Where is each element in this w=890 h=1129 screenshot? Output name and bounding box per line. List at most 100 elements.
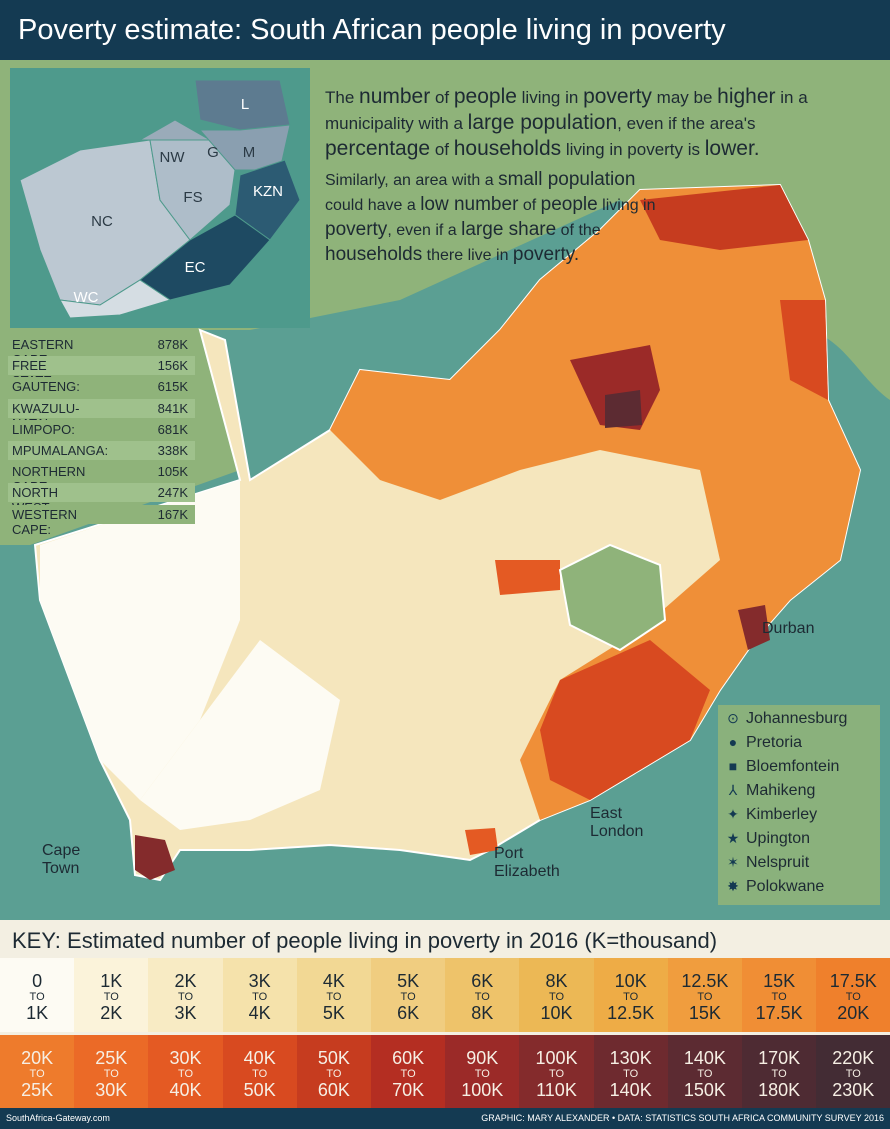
map-region (605, 390, 642, 428)
key-to-word: TO (548, 1068, 565, 1080)
footer-source: SouthAfrica-Gateway.com (6, 1113, 110, 1123)
province-row-bg (8, 335, 195, 354)
city-label: Cape Town (42, 842, 81, 877)
province-value: 167K (157, 506, 188, 522)
inset-province (59, 279, 172, 319)
key-from: 8K (545, 971, 568, 991)
emphasis: large population (467, 111, 618, 134)
province-row-bg (8, 356, 195, 376)
city-label: Durban (762, 620, 815, 637)
city-name: Upington (746, 830, 811, 847)
inset-label: WC (73, 289, 99, 306)
city-label: Port Elizabeth (494, 845, 560, 880)
intro-paragraph: The number of people living in poverty m… (325, 84, 855, 162)
inset-label: NC (91, 213, 113, 230)
key-to-word: TO (400, 991, 416, 1003)
key-bin: 30K TO 40K (148, 1035, 223, 1109)
text: , even if the area's (617, 114, 756, 133)
city-symbol: ⊙ (727, 710, 739, 726)
key-bin: 130K TO 140K (593, 1035, 668, 1109)
emphasis: poverty (583, 85, 652, 108)
key-to: 12.5K (607, 1003, 655, 1023)
emphasis: households (325, 244, 423, 265)
emphasis: higher (717, 85, 776, 108)
province-row-bg (8, 483, 195, 503)
key-from: 130K (609, 1048, 652, 1068)
key-to-word: TO (29, 1068, 45, 1080)
key-from: 4K (322, 971, 345, 991)
emphasis: large share (461, 219, 557, 240)
key-from: 3K (248, 971, 271, 991)
province-value: 878K (157, 337, 188, 352)
city-name: Mahikeng (746, 782, 816, 799)
inset-label: G (207, 144, 219, 161)
province-name: LIMPOPO: (12, 421, 75, 437)
key-bin: 2K TO 3K (148, 958, 223, 1032)
inset-label: FS (183, 189, 203, 206)
province-name: MPUMALANGA: (12, 443, 109, 458)
footer-credit: GRAPHIC: MARY ALEXANDER • DATA: STATISTI… (481, 1113, 884, 1123)
city-name: Johannesburg (746, 710, 848, 727)
key-to-word: TO (326, 1068, 342, 1080)
key-from: 1K (100, 971, 123, 991)
key-to-word: TO (771, 991, 787, 1003)
key-to-word: TO (771, 1068, 787, 1080)
key-to: 150K (683, 1080, 726, 1100)
key-to-word: TO (103, 1068, 119, 1080)
province-row-bg (8, 419, 195, 439)
key-bin: 3K TO 4K (222, 958, 297, 1032)
province-value: 681K (157, 421, 188, 437)
key-from: 100K (535, 1048, 578, 1068)
city-name: Polokwane (746, 878, 825, 895)
map-region (135, 835, 175, 880)
city-symbol: ⅄ (728, 782, 738, 798)
key-to-word: TO (474, 991, 490, 1003)
key-from: 17.5K (829, 971, 877, 991)
key-bin: 1K TO 2K (74, 958, 149, 1032)
map-region (140, 640, 340, 830)
key-to: 230K (832, 1080, 875, 1100)
city-name: Nelspruit (746, 854, 810, 871)
key-to-word: TO (252, 1068, 268, 1080)
city-label: East London (590, 805, 644, 840)
key-to: 180K (758, 1080, 801, 1100)
key-bin: 10K TO 12.5K (593, 958, 668, 1032)
text: of (430, 140, 454, 159)
map-region (738, 605, 770, 650)
key-to: 3K (174, 1003, 197, 1023)
key-bin: 140K TO 150K (667, 1035, 742, 1109)
city-name: Kimberley (746, 806, 818, 823)
title: Poverty estimate: South African people l… (18, 14, 726, 46)
key-from: 20K (21, 1048, 54, 1068)
key-from: 50K (317, 1048, 350, 1068)
key-to: 2K (100, 1003, 123, 1023)
footer-bar (0, 1108, 890, 1129)
intro-paragraph: Similarly, an area with a small populati… (325, 168, 665, 268)
key-from: 0 (32, 971, 43, 991)
text: in a municipality with a (325, 88, 808, 133)
key-from: 10K (614, 971, 647, 991)
header-bar (0, 0, 890, 60)
key-from: 2K (174, 971, 197, 991)
province-row-bg (8, 398, 195, 418)
key-to: 5K (322, 1003, 345, 1023)
key-from: 220K (832, 1048, 875, 1068)
key-from: 40K (243, 1048, 276, 1068)
key-bin: 220K TO 230K (816, 1035, 890, 1109)
key-from: 25K (95, 1048, 128, 1068)
key-to-word: TO (697, 991, 713, 1003)
key-to-word: TO (623, 991, 639, 1003)
inset-label: EC (184, 259, 206, 276)
map-region (780, 300, 828, 400)
key-to-word: TO (548, 991, 565, 1003)
key-to: 15K (688, 1003, 721, 1023)
key-from: 90K (466, 1048, 499, 1068)
map-region (465, 828, 498, 855)
key-bin: 20K TO 25K (0, 1035, 75, 1109)
key-to: 60K (317, 1080, 350, 1100)
key-bin: 100K TO 110K (519, 1035, 594, 1109)
emphasis: poverty. (512, 244, 580, 265)
inset-province (234, 159, 301, 241)
province-value: 156K (157, 358, 188, 374)
key-to: 4K (248, 1003, 271, 1023)
